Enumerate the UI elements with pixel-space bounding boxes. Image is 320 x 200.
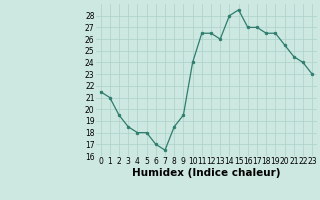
X-axis label: Humidex (Indice chaleur): Humidex (Indice chaleur) bbox=[132, 168, 281, 178]
